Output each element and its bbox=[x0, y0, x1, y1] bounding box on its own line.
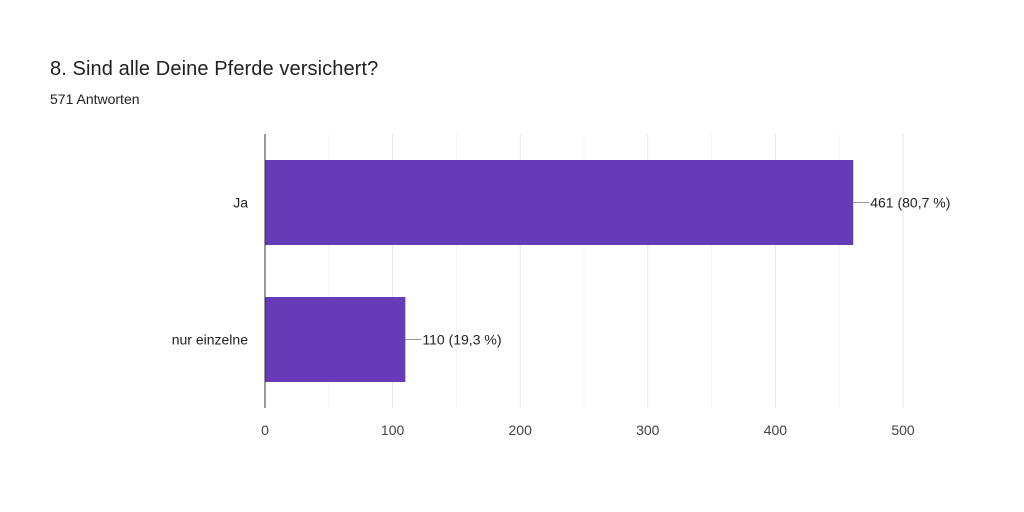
x-tick-label: 500 bbox=[891, 422, 915, 438]
x-tick-label: 400 bbox=[764, 422, 788, 438]
data-label: 110 (19,3 %) bbox=[422, 332, 501, 348]
response-count: 571 Antworten bbox=[50, 91, 140, 107]
bar bbox=[265, 297, 406, 382]
bars bbox=[265, 160, 854, 382]
category-label: nur einzelne bbox=[172, 332, 248, 348]
x-tick-label: 200 bbox=[509, 422, 533, 438]
x-tick-label: 0 bbox=[261, 422, 269, 438]
data-label: 461 (80,7 %) bbox=[870, 195, 950, 211]
labels: 0 100 200 300 400 500 Ja 461 (80,7 %) nur einzel… bbox=[172, 195, 951, 439]
x-tick-label: 300 bbox=[636, 422, 660, 438]
category-label: Ja bbox=[233, 195, 248, 211]
x-tick-label: 100 bbox=[381, 422, 405, 438]
question-title: 8. Sind alle Deine Pferde versichert? bbox=[50, 58, 379, 80]
bar bbox=[265, 160, 854, 245]
